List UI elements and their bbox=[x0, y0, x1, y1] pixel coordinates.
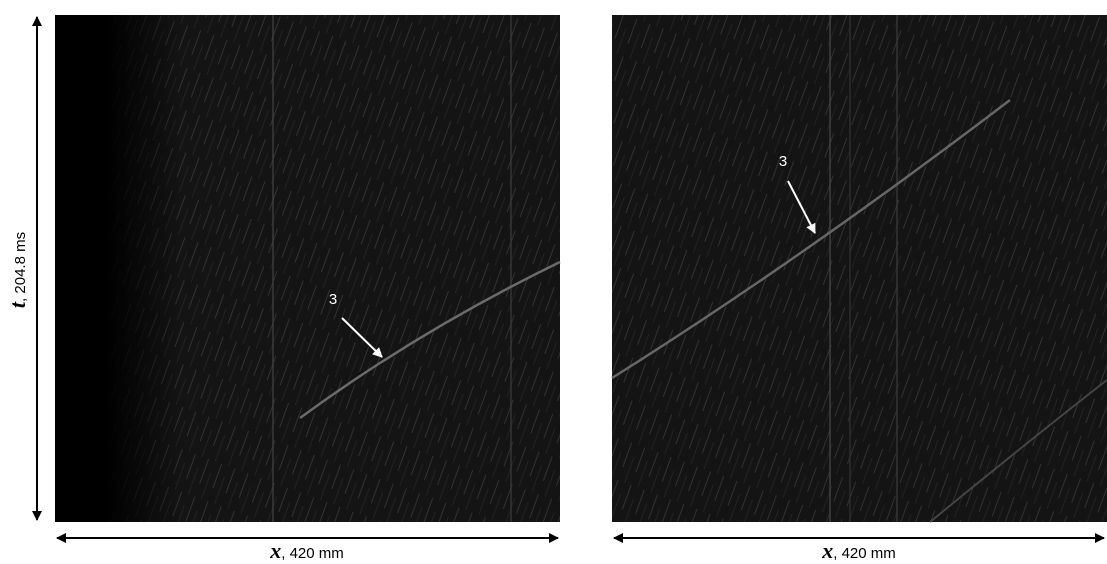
x-axis-label: x, 420 mm bbox=[821, 538, 896, 563]
annotation: 3 bbox=[329, 291, 337, 308]
left-panel: 3 bbox=[55, 15, 561, 522]
annotation-arrow bbox=[787, 180, 816, 234]
y-axis-label: t, 204.8 ms bbox=[5, 232, 30, 308]
y-symbol: t bbox=[5, 301, 30, 308]
x-axis-label: x, 420 mm bbox=[269, 538, 344, 563]
right-panel: 3 bbox=[611, 15, 1107, 523]
x-symbol: x bbox=[821, 538, 833, 563]
image-texture bbox=[612, 15, 1107, 522]
x-text: , 420 mm bbox=[281, 545, 344, 562]
dark-strip bbox=[55, 15, 560, 522]
annotation: 3 bbox=[779, 153, 787, 170]
x-symbol: x bbox=[269, 538, 281, 563]
annotation-arrow bbox=[341, 317, 383, 358]
trajectory bbox=[299, 260, 561, 420]
trajectory bbox=[611, 99, 1011, 380]
trajectory bbox=[929, 379, 1107, 523]
y-text: , 204.8 ms bbox=[12, 232, 29, 302]
x-text: , 420 mm bbox=[833, 545, 896, 562]
